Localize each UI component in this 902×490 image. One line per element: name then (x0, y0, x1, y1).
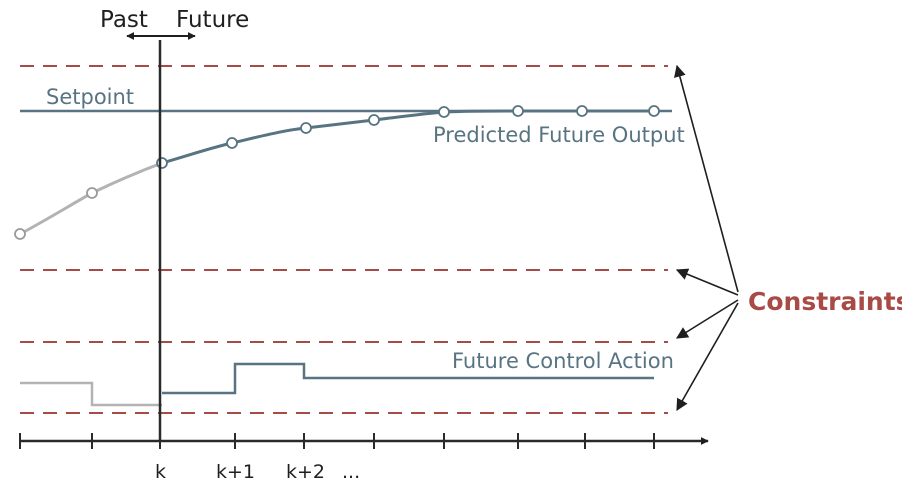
tick-label-k-plus-1: k+1 (216, 461, 255, 483)
constraint-pointers (674, 64, 739, 412)
constraint-pointer (675, 299, 739, 339)
predicted-point (368, 114, 380, 126)
past-label: Past (100, 7, 148, 33)
tick-label-k-plus-2: k+2 (286, 461, 325, 483)
tick-label-k: k (155, 461, 166, 483)
future-label: Future (176, 7, 249, 33)
predicted-point (576, 105, 588, 117)
predicted-output-label: Predicted Future Output (433, 123, 685, 147)
past-output-points (14, 187, 98, 240)
constraint-pointer (674, 64, 739, 293)
past-point (14, 228, 26, 240)
tick-label-ellipsis: ... (342, 461, 360, 483)
future-control-action (162, 362, 654, 395)
time-axis-ticks (19, 433, 655, 449)
past-point (86, 187, 98, 199)
constraint-pointer (675, 268, 739, 296)
constraints-label: Constraints (748, 287, 902, 316)
predicted-point (300, 122, 312, 134)
past-control-action (20, 381, 162, 407)
constraint-pointer (676, 302, 739, 412)
predicted-point (156, 157, 168, 169)
control-action-label: Future Control Action (452, 349, 674, 373)
constraint-lines (20, 65, 668, 414)
predicted-point (226, 137, 238, 149)
predicted-point (438, 106, 450, 118)
predicted-point (512, 105, 524, 117)
setpoint-label: Setpoint (46, 85, 134, 109)
predicted-point (648, 105, 660, 117)
